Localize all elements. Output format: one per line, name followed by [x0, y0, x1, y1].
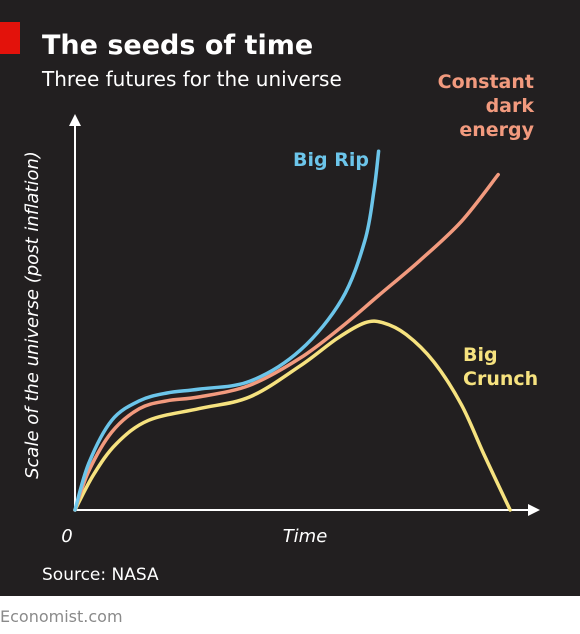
y-arrow: [69, 114, 81, 126]
series-label: Big Rip: [293, 149, 369, 171]
source: Source: NASA: [42, 565, 159, 585]
series-label: Big Crunch: [463, 344, 539, 390]
x-tick-label: 0: [61, 526, 72, 547]
chart-subtitle: Three futures for the universe: [41, 67, 342, 91]
footer: Economist.com: [0, 607, 123, 626]
series-line: [73, 172, 500, 512]
series-label: Constant dark energy: [437, 71, 534, 141]
chart-title: The seeds of time: [42, 30, 313, 61]
series-line: [73, 149, 381, 512]
x-arrow: [528, 504, 540, 516]
background: [0, 0, 580, 596]
y-axis-label: Scale of the universe (post inflation): [22, 151, 43, 479]
series-line: [73, 319, 512, 512]
x-axis-label: Time: [283, 526, 328, 547]
red-tab: [0, 22, 20, 54]
